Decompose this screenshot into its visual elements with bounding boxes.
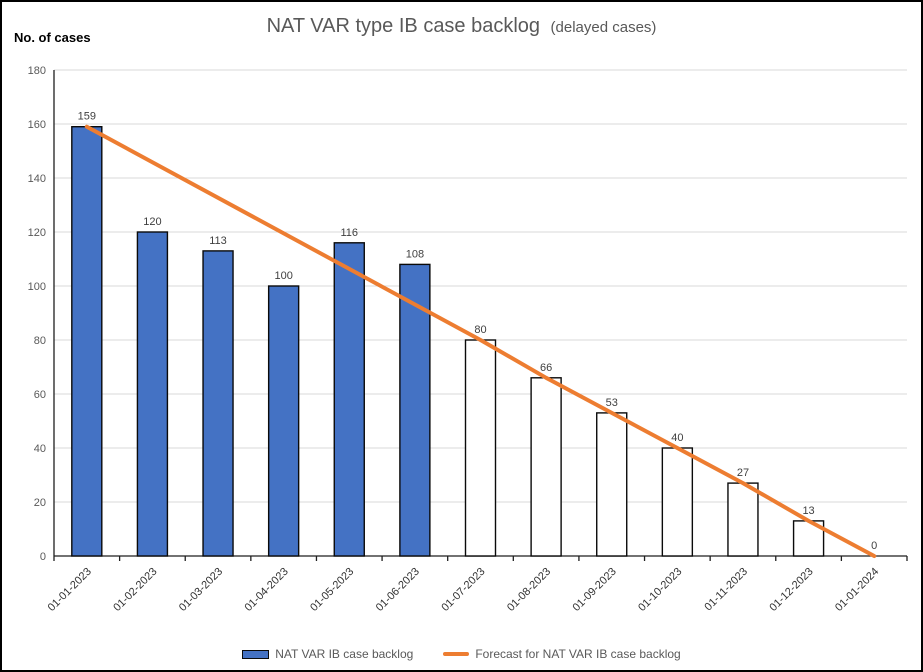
- x-axis-tick-label: 01-12-2023: [767, 566, 815, 614]
- y-axis-tick-label: 100: [28, 281, 46, 293]
- bar-forecast: [596, 412, 628, 557]
- bar-actual: [71, 125, 103, 557]
- data-label: 113: [209, 235, 227, 247]
- bar-actual: [399, 263, 431, 557]
- bar-forecast: [530, 377, 562, 557]
- legend-line-swatch-icon: [443, 652, 470, 656]
- y-axis-tick-label: 120: [28, 227, 46, 239]
- y-axis-tick-label: 160: [28, 119, 46, 131]
- legend-bar-swatch-icon: [242, 649, 270, 659]
- bar-forecast: [464, 339, 497, 557]
- bar-forecast: [727, 482, 759, 557]
- bar-actual: [136, 231, 169, 557]
- bar-actual: [267, 285, 300, 557]
- legend-item-backlog: NAT VAR IB case backlog: [242, 647, 413, 661]
- data-label: 159: [78, 111, 96, 123]
- data-label: 13: [802, 505, 814, 517]
- data-label: 116: [340, 227, 358, 239]
- x-axis-tick-label: 01-09-2023: [571, 566, 619, 614]
- x-axis-tick-label: 01-01-2023: [46, 566, 94, 614]
- y-axis-tick-label: 60: [34, 389, 46, 401]
- y-axis-title: No. of cases: [14, 30, 91, 45]
- data-label: 108: [406, 248, 424, 260]
- data-label: 53: [606, 397, 618, 409]
- data-label: 27: [737, 467, 749, 479]
- x-axis-tick-label: 01-08-2023: [505, 566, 553, 614]
- x-axis-tick-label: 01-03-2023: [177, 566, 225, 614]
- data-label: 80: [474, 324, 486, 336]
- legend-label-backlog: NAT VAR IB case backlog: [275, 647, 414, 661]
- x-axis-tick-label: 01-07-2023: [439, 566, 487, 614]
- bar-actual: [333, 242, 365, 557]
- bar-forecast: [661, 447, 694, 557]
- chart-subtitle-text: (delayed cases): [550, 19, 657, 36]
- y-axis-tick-label: 20: [34, 497, 46, 509]
- chart-title: NAT VAR type IB case backlog (delayed ca…: [2, 15, 921, 38]
- legend-label-forecast: Forecast for NAT VAR IB case backlog: [475, 647, 681, 661]
- x-axis-tick-label: 01-10-2023: [636, 566, 684, 614]
- x-axis-tick-label: 01-02-2023: [111, 566, 159, 614]
- y-axis-tick-label: 140: [28, 173, 46, 185]
- forecast-line: [84, 124, 877, 558]
- x-axis-tick-label: 01-06-2023: [374, 566, 422, 614]
- x-axis-tick-label: 01-05-2023: [308, 566, 356, 614]
- data-label: 66: [540, 362, 552, 374]
- data-label: 120: [143, 216, 161, 228]
- x-axis-tick-label: 01-11-2023: [702, 566, 750, 614]
- y-axis-tick-label: 0: [40, 551, 46, 563]
- y-axis-tick-label: 180: [28, 65, 46, 77]
- bar-actual: [202, 250, 234, 557]
- data-label: 100: [274, 270, 292, 282]
- legend: NAT VAR IB case backlog Forecast for NAT…: [2, 647, 921, 661]
- data-label: 0: [871, 540, 877, 552]
- y-axis-tick-label: 80: [34, 335, 46, 347]
- chart-title-text: NAT VAR type IB case backlog: [266, 15, 541, 37]
- legend-item-forecast: Forecast for NAT VAR IB case backlog: [443, 647, 681, 661]
- data-label: 40: [671, 432, 683, 444]
- y-axis-tick-label: 40: [34, 443, 46, 455]
- x-axis-tick-label: 01-01-2024: [833, 566, 881, 614]
- x-axis-tick-label: 01-04-2023: [242, 566, 290, 614]
